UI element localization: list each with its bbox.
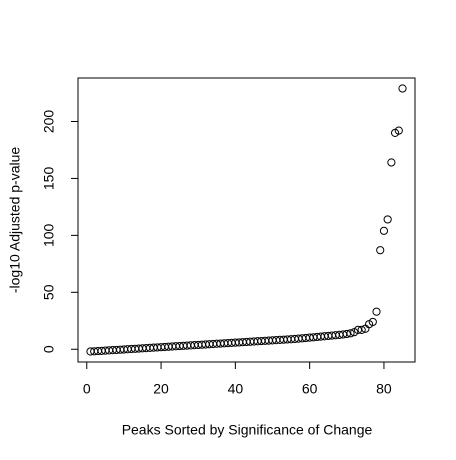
y-tick-label: 50 [41,284,57,300]
y-tick-label: 150 [41,167,57,191]
point [346,329,355,338]
x-axis-label: Peaks Sorted by Significance of Change [122,422,373,438]
point [383,215,392,224]
point [372,307,381,316]
plot-box [77,77,416,363]
y-tick-label: 0 [41,345,57,353]
y-tick-label: 200 [41,110,57,134]
y-tick-label: 100 [41,223,57,247]
x-tick-label: 20 [153,381,169,397]
x-tick-label: 80 [376,381,392,397]
point [379,226,389,235]
point [398,84,407,93]
point [376,246,385,255]
x-tick-label: 60 [302,381,318,397]
point [387,158,396,167]
point [368,317,377,327]
x-tick-label: 40 [228,381,244,397]
point [357,325,366,334]
y-axis-label: -log10 Adjusted p-value [7,147,23,294]
point [342,329,351,339]
point [394,126,403,135]
x-tick-label: 0 [83,381,91,397]
